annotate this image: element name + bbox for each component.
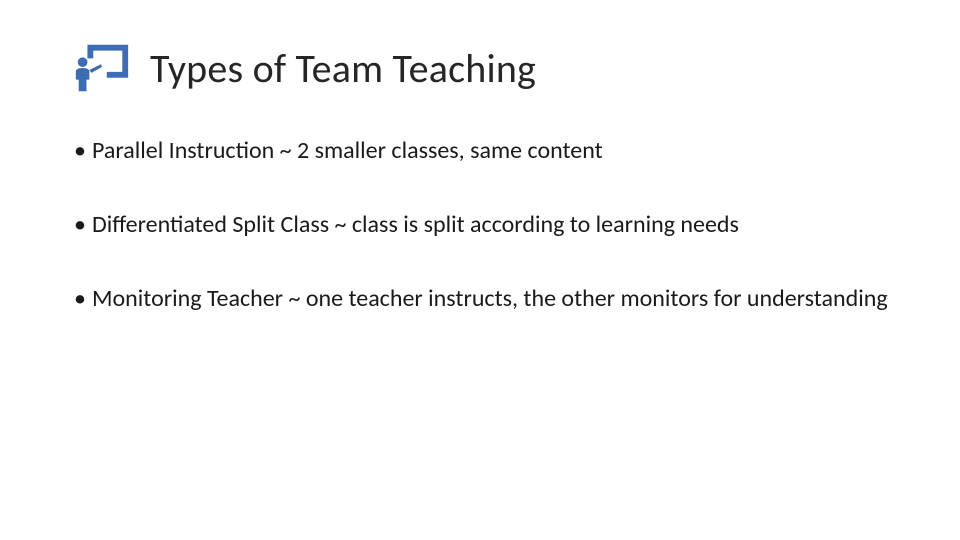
teaching-icon bbox=[70, 40, 132, 96]
slide-container: Types of Team Teaching Parallel Instruct… bbox=[0, 0, 960, 540]
slide-title: Types of Team Teaching bbox=[150, 44, 536, 93]
bullet-item: Monitoring Teacher ~ one teacher instruc… bbox=[70, 284, 900, 314]
bullet-list: Parallel Instruction ~ 2 smaller classes… bbox=[70, 136, 900, 314]
bullet-item: Differentiated Split Class ~ class is sp… bbox=[70, 210, 900, 240]
slide-header: Types of Team Teaching bbox=[70, 40, 900, 96]
bullet-item: Parallel Instruction ~ 2 smaller classes… bbox=[70, 136, 900, 166]
